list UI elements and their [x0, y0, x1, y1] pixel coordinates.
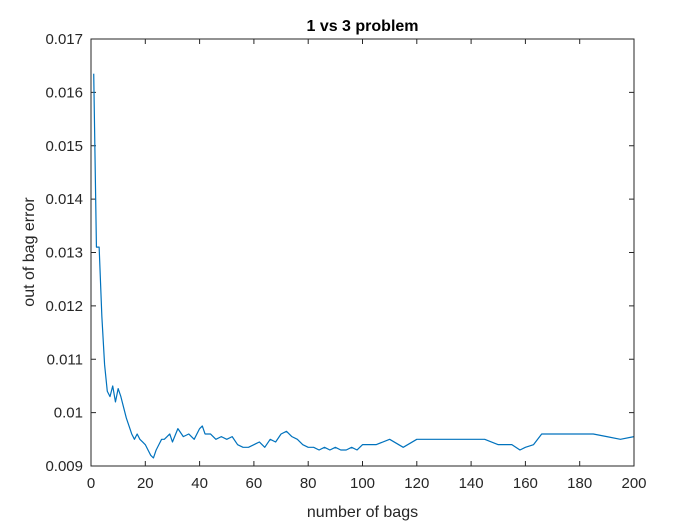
x-tick-label: 100	[350, 475, 375, 492]
y-tick-label: 0.014	[45, 191, 83, 208]
y-tick-label: 0.015	[45, 138, 83, 155]
y-tick-label: 0.011	[47, 351, 83, 368]
y-tick-label: 0.013	[45, 245, 83, 262]
x-tick-label: 180	[567, 475, 592, 492]
plot-area-background	[91, 39, 634, 466]
y-tick-label: 0.017	[45, 31, 83, 48]
x-axis-ticks: 0 20 40 60 80 100 120 140 160 180 200	[87, 39, 647, 492]
y-tick-label: 0.016	[45, 84, 83, 101]
x-tick-label: 20	[137, 475, 154, 492]
x-tick-label: 0	[87, 475, 95, 492]
x-tick-label: 200	[621, 475, 646, 492]
x-tick-label: 60	[246, 475, 263, 492]
y-axis-label: out of bag error	[21, 197, 38, 307]
y-axis-ticks: 0.009 0.01 0.011 0.012 0.013 0.014 0.015 0.016 0…	[45, 31, 634, 475]
x-tick-label: 80	[300, 475, 317, 492]
x-tick-label: 160	[513, 475, 538, 492]
chart-title: 1 vs 3 problem	[306, 18, 418, 35]
x-axis-label: number of bags	[307, 504, 418, 521]
y-tick-label: 0.009	[45, 458, 83, 475]
y-tick-label: 0.012	[45, 298, 83, 315]
series-layer	[93, 73, 635, 459]
y-tick-label: 0.01	[54, 405, 83, 422]
x-tick-label: 120	[404, 475, 429, 492]
plot-area-frame	[90, 38, 635, 467]
series-line	[93, 73, 635, 459]
x-tick-label: 40	[191, 475, 208, 492]
x-tick-label: 140	[459, 475, 484, 492]
